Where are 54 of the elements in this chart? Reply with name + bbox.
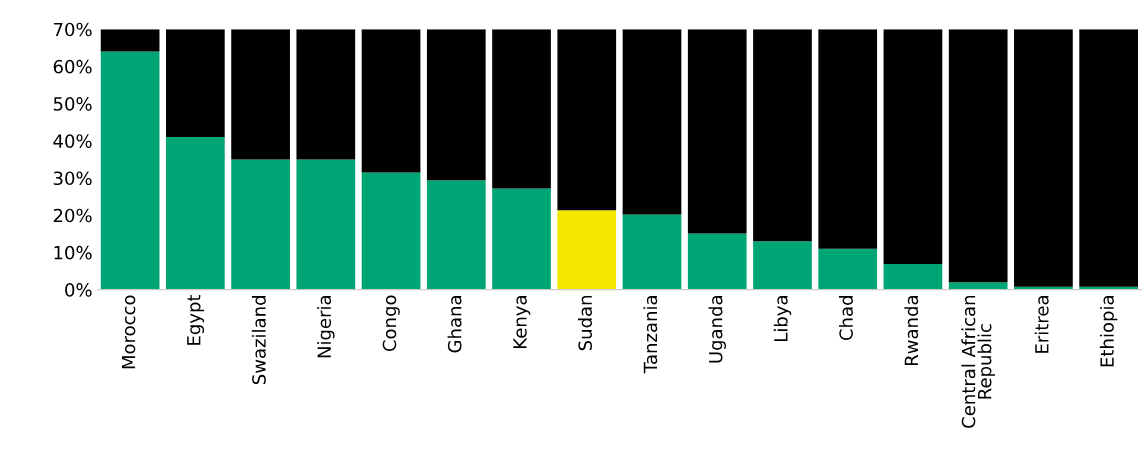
bar [687, 233, 747, 290]
x-tick-label: Libya [773, 296, 792, 341]
x-tick-label: Chad [838, 296, 853, 341]
y-tick-label: 60% [53, 59, 92, 74]
y-tick-label: 50% [53, 97, 92, 111]
bar [100, 29, 160, 52]
bar [492, 188, 551, 290]
bar [883, 29, 943, 264]
bar [753, 29, 812, 242]
y-tick-label: 70% [53, 22, 92, 37]
x-tick-label: Uganda [708, 296, 726, 363]
bar [426, 180, 486, 290]
y-tick-label: 10% [54, 245, 92, 260]
bar [100, 51, 160, 290]
bar [231, 29, 290, 160]
y-tick-label: 40% [53, 134, 92, 148]
bar [622, 214, 682, 290]
bar [296, 29, 356, 160]
bar [818, 248, 878, 290]
bar [622, 29, 682, 215]
bar [1014, 29, 1073, 287]
bar [687, 29, 747, 234]
bar [557, 29, 617, 211]
bar [557, 210, 617, 290]
bar [753, 241, 812, 290]
x-tick-label: Ghana [447, 296, 462, 353]
x-tick-label: Swaziland [251, 296, 266, 385]
bar [361, 29, 421, 173]
x-tick-label: Sudan [578, 296, 592, 351]
bar [165, 137, 225, 290]
x-tick-label: Central African Republic [961, 296, 995, 428]
x-tick-label: Egypt [187, 294, 205, 345]
y-tick-label: 0% [65, 283, 92, 297]
x-tick-label: Tanzania [643, 296, 658, 374]
x-tick-label: Eritrea [1034, 296, 1049, 353]
x-tick-label: Congo [382, 295, 400, 352]
x-tick-label: Ethiopia [1099, 296, 1118, 367]
x-tick-label: Morocco [121, 295, 136, 369]
x-tick-label: Kenya [513, 296, 531, 348]
bar [426, 29, 486, 181]
y-tick-label: 30% [53, 171, 92, 186]
bar [296, 159, 356, 290]
bar [948, 282, 1008, 290]
bar [818, 29, 878, 249]
bar [883, 263, 943, 290]
bar [1079, 29, 1138, 287]
bar [165, 29, 225, 138]
bar [361, 172, 421, 290]
bar [492, 29, 551, 189]
x-tick-label: Rwanda [904, 296, 919, 366]
x-tick-label: Nigeria [317, 296, 335, 358]
y-tick-label: 20% [53, 208, 92, 223]
bar [231, 159, 290, 290]
bar [948, 29, 1008, 283]
